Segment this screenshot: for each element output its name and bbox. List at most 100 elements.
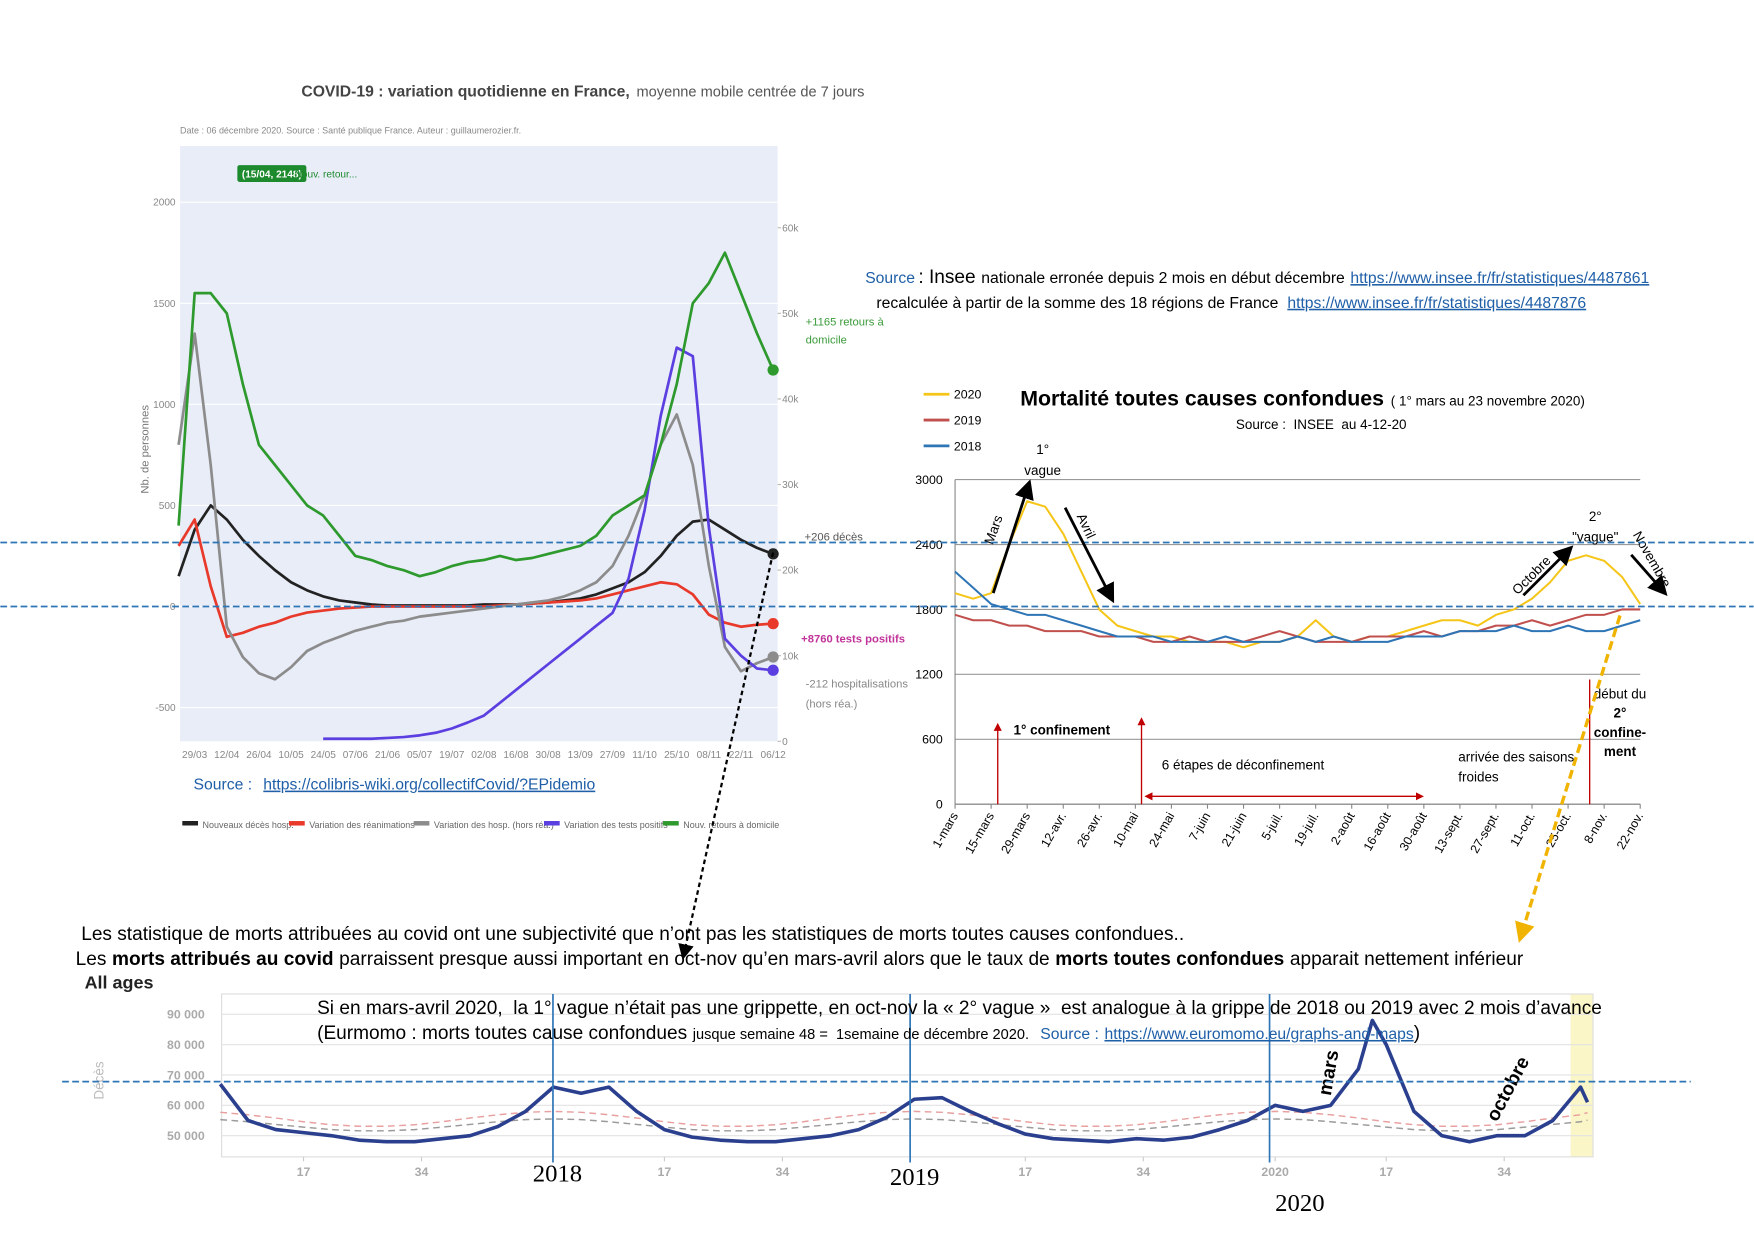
y2-tick-label: 40k	[782, 394, 799, 405]
series-line	[177, 332, 774, 681]
chart-source: Source : INSEE au 4-12-20	[1236, 417, 1407, 432]
x-tick-label: 21/06	[375, 750, 401, 761]
x-tick-label: 15-mars	[962, 810, 997, 856]
annotation: domicile	[806, 335, 847, 347]
insee-regions: recalculée à partir de la somme des 18 r…	[876, 295, 1586, 312]
x-tick-label: 26-avr.	[1074, 810, 1105, 850]
insee-source: Source: Insee nationale erronée depuis 2 …	[865, 267, 1649, 288]
x-tick-label: 1-mars	[930, 810, 961, 850]
y2-tick-label: 20k	[782, 566, 799, 577]
x-tick-label: 29-mars	[998, 810, 1033, 856]
series-line	[323, 346, 774, 741]
text-part: (Eurmomo : morts toutes cause confondues	[317, 1023, 687, 1044]
remark: Les morts attribués au covid parraissent p…	[76, 949, 1524, 970]
x-tick-label: 27-sept.	[1468, 810, 1502, 856]
text-part: parraissent presque aussi important en o…	[339, 949, 1050, 970]
annotation: "vague"	[1572, 529, 1618, 544]
annotation: 2018	[533, 1161, 582, 1188]
annotation: arrivée des saisons	[1458, 750, 1574, 765]
x-tick-label: 19/07	[439, 750, 465, 761]
x-tick-label: 30/08	[536, 750, 562, 761]
end-point	[767, 618, 779, 630]
annotation: vague	[1024, 463, 1061, 478]
x-tick-label: 07/06	[343, 750, 369, 761]
end-point	[767, 651, 779, 663]
y-tick-label: 2000	[153, 198, 176, 209]
arrow	[678, 552, 775, 961]
y-tick-label: 60 000	[167, 1099, 205, 1113]
annotation: début du	[1594, 687, 1646, 702]
legend-label: 2018	[954, 439, 982, 453]
series-line	[954, 570, 1641, 643]
euromomo-note: Si en mars-avril 2020, la 1° vague n’éta…	[317, 998, 1602, 1019]
x-tick-label: 16-août	[1361, 809, 1394, 853]
x-tick-label: 26/04	[246, 750, 272, 761]
plot-background	[180, 146, 778, 742]
annotation: froides	[1458, 770, 1499, 785]
annotation: +8760 tests positifs	[801, 633, 905, 645]
chart-title: All ages	[85, 972, 154, 992]
x-tick-label: 12/04	[214, 750, 240, 761]
annotation: Octobre	[1509, 553, 1553, 597]
x-tick-label: 2-août	[1328, 809, 1358, 847]
text-part: nationale erronée depuis 2 mois en début…	[981, 270, 1345, 287]
annotation: 1°	[1036, 442, 1049, 457]
x-tick-label: 22/11	[729, 750, 754, 761]
y-tick-label: 70 000	[167, 1068, 205, 1082]
annotation: 6 étapes de déconfinement	[1162, 757, 1325, 772]
text-part: Les statistique de morts attribuées au c…	[81, 924, 1184, 945]
text-part: Source :	[1040, 1026, 1099, 1043]
x-tick-label: 11/10	[632, 750, 657, 761]
y-tick-label: 1500	[153, 299, 176, 310]
x-tick-label: 10-mai	[1110, 810, 1141, 850]
annotation: 2°	[1589, 509, 1602, 524]
link[interactable]: https://colibris-wiki.org/collectifCovid…	[263, 777, 595, 794]
x-tick-label: 27/09	[600, 750, 626, 761]
annotation: 2020	[1275, 1190, 1324, 1217]
y-tick-label: 600	[922, 733, 943, 747]
series-line	[177, 251, 775, 578]
x-tick-label: 17	[1018, 1165, 1032, 1179]
annotation: +1165 retours à	[806, 317, 885, 329]
y-tick-label: 80 000	[167, 1038, 205, 1052]
legend-label: Nouveaux décès hosp.	[203, 820, 294, 830]
covid-source: Source : https://colibris-wiki.org/collec…	[194, 777, 596, 794]
x-tick-label: 34	[1136, 1165, 1150, 1179]
x-tick-label: 34	[1497, 1165, 1511, 1179]
x-tick-label: 5-juil.	[1259, 810, 1286, 843]
x-tick-label: 05/07	[407, 750, 433, 761]
texts: Source: Insee nationale erronée depuis 2 …	[76, 267, 1650, 1044]
remark: Les statistique de morts attribuées au c…	[81, 924, 1184, 945]
x-tick-label: 13/09	[568, 750, 594, 761]
text-part: )	[1414, 1023, 1420, 1044]
y-tick-label: 1200	[915, 668, 943, 682]
legend-label: 2020	[954, 388, 982, 402]
x-tick-label: 24-mai	[1146, 810, 1177, 850]
y-tick-label: 2400	[915, 538, 943, 552]
link[interactable]: https://www.insee.fr/fr/statistiques/448…	[1350, 270, 1649, 287]
x-tick-label: 08/11	[697, 750, 722, 761]
y-tick-label: 1800	[915, 603, 943, 617]
arrow	[1515, 615, 1622, 943]
x-tick-label: 21-juin	[1219, 810, 1250, 849]
x-tick-label: 06/12	[760, 750, 786, 761]
annotation: Nouv. retour...	[295, 169, 358, 180]
series-line	[220, 1110, 1588, 1127]
x-tick-label: 34	[415, 1165, 429, 1179]
arrow	[1063, 507, 1115, 604]
text-part: morts toutes confondues	[1055, 949, 1284, 970]
x-tick-label: 8-nov.	[1581, 810, 1610, 846]
link[interactable]: https://www.euromomo.eu/graphs-and-maps	[1104, 1026, 1413, 1043]
charts: -500 0 500 1000 1500 2000 0 10k 20k 30k 40k 50k 60k 2…	[85, 84, 1674, 1217]
arrow	[1522, 545, 1574, 597]
text-part: Les	[76, 949, 107, 970]
annotation: +206 décès	[805, 531, 864, 543]
y-tick-label: 0	[170, 602, 176, 613]
y2-tick-label: 30k	[782, 480, 799, 491]
end-point	[767, 364, 779, 376]
legend-label: Variation des réanimations	[309, 820, 415, 830]
text-part: morts attribués au covid	[112, 949, 334, 970]
link[interactable]: https://www.insee.fr/fr/statistiques/448…	[1287, 295, 1586, 312]
